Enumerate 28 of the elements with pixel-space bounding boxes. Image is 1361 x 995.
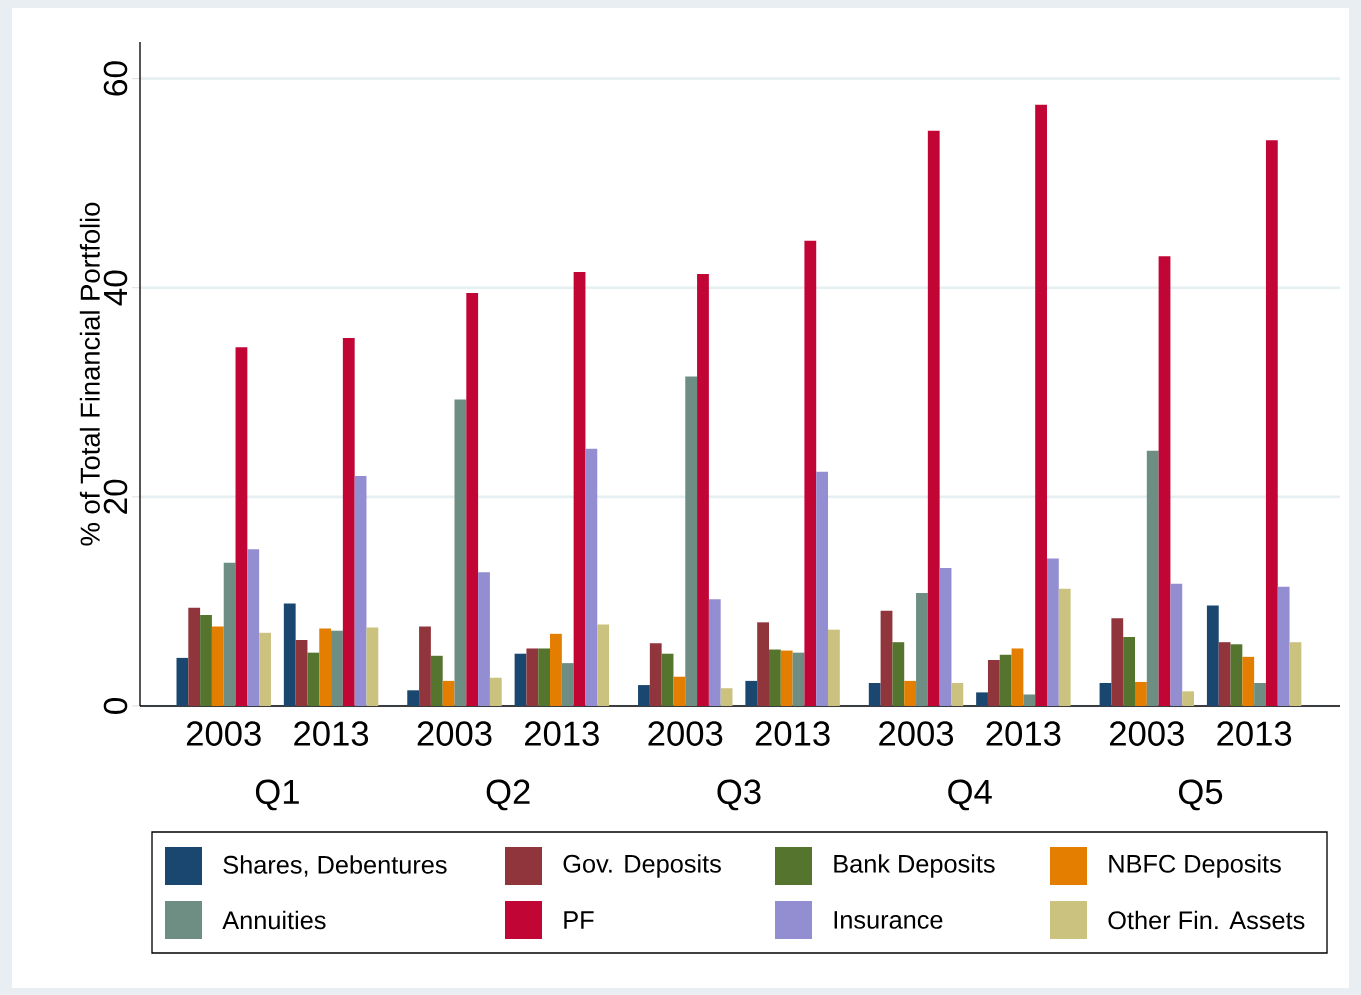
x-tick-label: 2013	[1217, 721, 1292, 746]
legend-label: Bank Deposits	[834, 854, 995, 878]
legend-label: PF	[564, 911, 594, 929]
x-tick-label: 2013	[294, 721, 369, 746]
legend-label: Other Fin. Assets	[1108, 910, 1305, 930]
text: Q3	[717, 779, 761, 811]
y-tick-label: 0	[103, 698, 128, 714]
legend-label: Insurance	[834, 911, 943, 929]
legend-label: NBFC Deposits	[1109, 854, 1281, 878]
text: Q4	[948, 779, 992, 811]
x-tick-label: 2003	[186, 721, 261, 746]
x-tick-label: 2003	[417, 721, 492, 746]
y-axis-title: % of Total Financial Portfolio	[79, 202, 100, 546]
text: Q1	[255, 779, 299, 811]
legend-label: Shares, Debentures	[223, 855, 447, 877]
y-tick-label: 60	[103, 61, 128, 96]
text: Q2	[486, 779, 530, 811]
y-tick-label: 20	[103, 479, 128, 514]
text: Q5	[1179, 779, 1223, 811]
legend-label: Gov. Deposits	[563, 854, 721, 878]
x-tick-label: 2013	[755, 721, 830, 746]
x-tick-label: 2003	[1109, 721, 1184, 746]
x-tick-label: 2003	[879, 721, 954, 746]
x-tick-label: 2003	[648, 721, 723, 746]
x-tick-label: 2013	[986, 721, 1061, 746]
y-tick-label: 40	[103, 270, 128, 306]
legend-label: Annuities	[222, 910, 326, 930]
x-tick-label: 2013	[525, 721, 599, 746]
